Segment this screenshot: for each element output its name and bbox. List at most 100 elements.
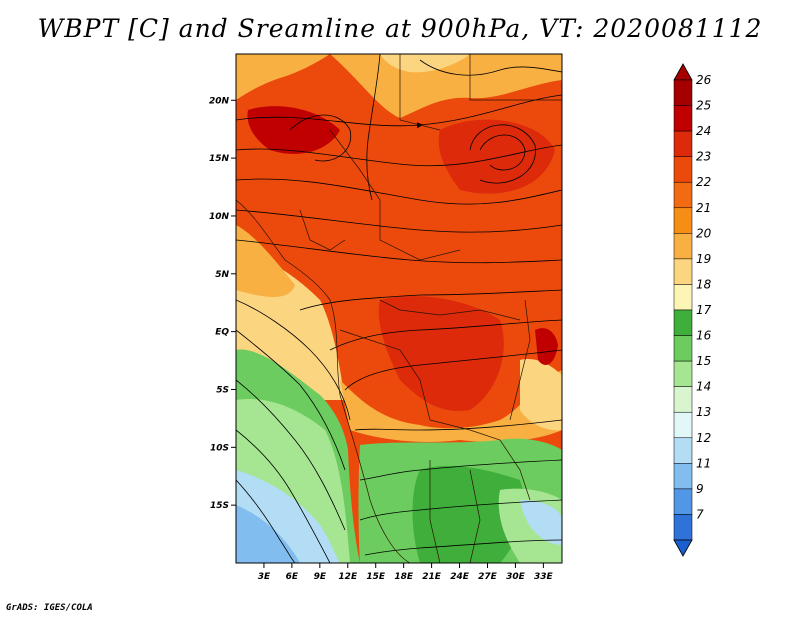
colorbar-swatch [673,463,693,490]
colorbar-swatch [673,156,693,183]
lon-tick-label: 3E [258,572,271,582]
colorbar-swatch [673,488,693,515]
colorbar-label: 13 [696,405,711,419]
border [429,460,441,563]
colorbar-swatch [673,335,693,362]
streamline [289,114,352,162]
grads-credit: GrADS: IGES/COLA [6,603,93,613]
colorbar-swatch [673,130,693,157]
streamline [236,479,296,563]
colorbar-label: 25 [696,99,711,113]
streamline [236,329,346,471]
colorbar-label: 15 [696,354,711,368]
country-borders [236,54,562,563]
colorbar-label: 18 [696,277,712,291]
colorbar-label: 22 [696,175,711,189]
lat-tick-label: 15S [210,501,229,511]
colorbar-swatch [673,181,693,209]
colorbar-swatch [673,79,693,106]
streamline [329,319,562,351]
streamline [236,299,351,421]
colorbar-swatch [673,514,693,541]
colorbar-swatch [673,105,693,132]
lat-tick-label: 15N [209,154,230,164]
colorbar-label: 12 [696,431,711,445]
streamline [236,239,562,264]
border [379,299,521,321]
lat-tick-label: 5S [216,385,229,395]
colorbar-label: 9 [696,482,704,496]
lon-tick-label: 9E [314,572,327,582]
streamline [479,134,526,171]
colorbar-label: 21 [696,201,711,215]
streamline [354,419,562,431]
border [509,299,531,421]
lon-tick-label: 21E [422,572,442,582]
field-sahara-warm [330,54,562,118]
field-south-warm [340,370,562,442]
colorbar-swatch [673,411,693,439]
streamline [236,209,562,233]
lat-tick-label: 10S [210,443,229,453]
lon-tick-label: 18E [394,572,414,582]
streamline [344,349,562,391]
lon-tick-label: 30E [506,572,526,582]
streamline [364,539,562,556]
colorbar-label: 14 [696,380,711,394]
lat-tick-label: EQ [215,328,229,338]
border [399,54,441,131]
colorbar-swatch [673,284,693,311]
colorbar-label: 11 [696,456,711,470]
field-north-warm [236,54,330,100]
coastline-west [236,199,411,563]
lon-tick-label: 24E [450,572,470,582]
streamline [299,289,562,311]
lat-tick-label: 5N [215,270,229,280]
colorbar-label: 26 [696,73,712,87]
latitude-axis: 20N 15N 10N 5N EQ 5S 10S 15S [209,96,236,511]
colorbar-swatch [673,233,693,260]
streamline [469,124,536,184]
field-core-east [438,119,555,194]
colorbar-top-arrow [673,63,693,81]
field-lake-victoria [535,328,558,365]
colorbar-label: 17 [696,303,712,317]
longitude-axis: 3E 6E 9E 12E 15E 18E 21E 24E 27E 30E 33E [258,563,554,582]
streamline [359,499,562,521]
streamline [236,379,346,531]
colorbar-label: 7 [696,507,704,521]
border [429,419,531,501]
colorbar-bottom-arrow [673,539,693,557]
lon-tick-label: 33E [534,572,554,582]
temperature-field [236,54,562,563]
border [299,209,346,251]
lat-tick-label: 20N [209,96,230,106]
lon-tick-label: 15E [366,572,386,582]
colorbar-swatch [673,207,693,234]
border [339,329,431,421]
streamline [359,459,562,481]
field-coast [236,225,295,297]
field-south-blue [520,500,562,545]
map-frame [235,53,563,564]
field-core-congo [378,296,504,411]
streamline [236,429,331,563]
lon-tick-label: 6E [286,572,299,582]
colorbar-swatch [673,386,693,413]
colorbar-label: 16 [696,329,712,343]
field-east-coast [520,358,562,431]
streamline [236,178,562,205]
colorbar-label: 24 [696,124,711,138]
field-atlantic-deepblue [236,505,300,563]
colorbar: 26 25 24 23 22 21 20 19 18 17 16 15 14 13 12 11 9 7 [673,63,712,557]
colorbar-swatch [673,437,693,464]
colorbar-swatch [673,360,693,387]
colorbar-label: 23 [696,150,711,164]
chart-title: WBPT [C] and Sreamline at 900hPa, VT: 20… [37,14,763,43]
field-core-west [247,106,340,154]
border [469,469,481,563]
lon-tick-label: 27E [478,572,498,582]
colorbar-swatch [673,258,693,285]
field-south-darkgreen [412,465,524,563]
